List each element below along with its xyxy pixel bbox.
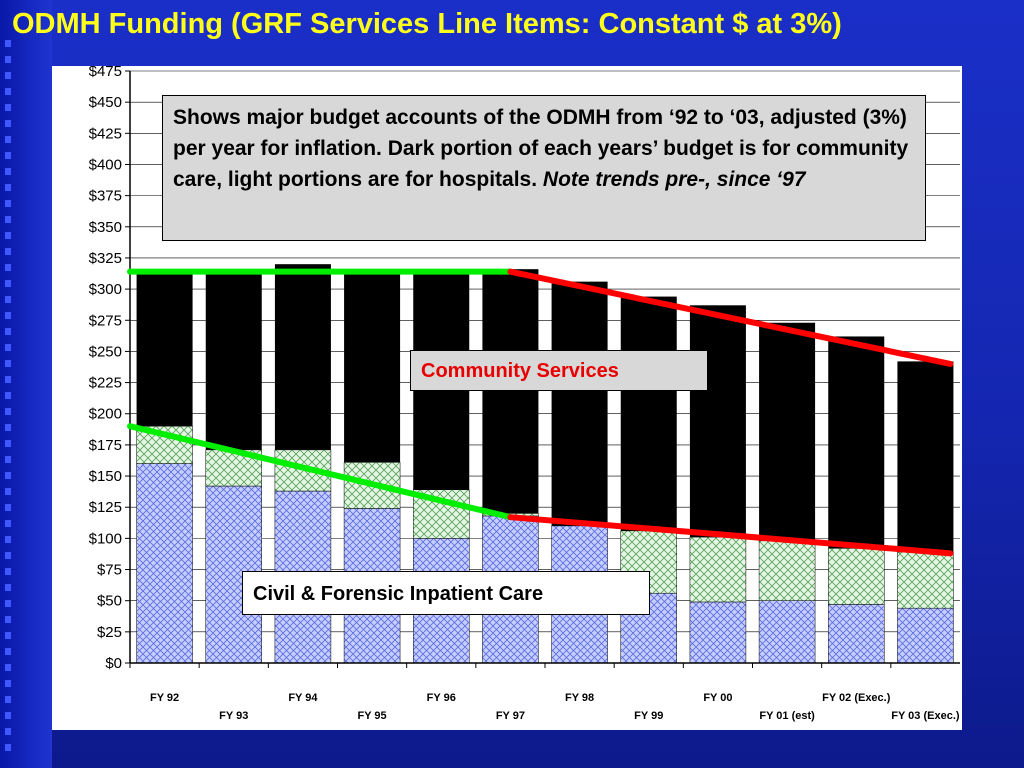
y-tick-label: $425: [89, 125, 122, 142]
bar-segment: [758, 540, 816, 601]
civil-forensic-label: Civil & Forensic Inpatient Care: [242, 571, 650, 615]
bar-segment: [136, 271, 193, 427]
x-tick-label: FY 02 (Exec.): [822, 692, 891, 704]
x-tick-label: FY 93: [219, 710, 248, 722]
y-tick-label: $450: [89, 94, 122, 111]
decorative-dots: [5, 40, 11, 760]
y-tick-label: $50: [97, 593, 122, 610]
x-tick-label: FY 96: [427, 692, 456, 704]
bar-segment: [620, 296, 677, 531]
bar-segment: [828, 336, 885, 549]
bar-segment: [689, 536, 747, 603]
slide-title: ODMH Funding (GRF Services Line Items: C…: [12, 8, 842, 40]
y-tick-label: $350: [89, 219, 122, 236]
community-services-label: Community Services: [410, 350, 708, 391]
y-tick-label: $375: [89, 188, 122, 205]
bar-segment: [828, 604, 885, 664]
y-tick-label: $325: [89, 250, 122, 267]
y-tick-label: $125: [89, 499, 122, 516]
bar-segment: [344, 270, 401, 463]
y-tick-label: $250: [89, 343, 122, 360]
y-tick-label: $100: [89, 530, 122, 547]
trend-line: [127, 423, 514, 521]
bar-segment: [828, 548, 885, 605]
trend-line: [507, 514, 954, 557]
x-tick-label: FY 92: [150, 692, 179, 704]
info-note: Note trends pre-, since ‘97: [542, 168, 806, 191]
y-tick-label: $275: [89, 312, 122, 329]
x-tick-label: FY 94: [288, 692, 318, 704]
y-axis-ticks: $0 $25 $50 $75 $100 $125 $150 $175 $200 $225 $250 $…: [89, 66, 130, 672]
x-tick-label: FY 97: [496, 710, 525, 722]
bar-segment: [274, 264, 331, 450]
y-tick-label: $75: [97, 562, 122, 579]
y-tick-label: $200: [89, 406, 122, 423]
bar-segment: [758, 600, 816, 664]
bar-segment: [897, 361, 954, 553]
bar-segment: [551, 281, 608, 526]
y-tick-label: $400: [89, 156, 122, 173]
bar-segment: [689, 305, 746, 538]
y-tick-label: $225: [89, 375, 122, 392]
y-tick-label: $175: [89, 437, 122, 454]
x-tick-label: FY 99: [634, 710, 663, 722]
trend-lines: [127, 268, 954, 557]
y-tick-label: $475: [89, 66, 122, 80]
y-tick-label: $0: [105, 655, 122, 672]
bar-segment: [689, 601, 747, 664]
bar-segment: [897, 551, 954, 609]
x-tick-label: FY 01 (est): [759, 710, 815, 722]
y-tick-label: $25: [97, 624, 122, 641]
bar-segment: [897, 607, 954, 664]
x-axis-ticks: FY 92 FY 93 FY 94 FY 95 FY 96 FY 97 FY 98 FY 99…: [129, 663, 960, 722]
info-text: Shows major budget accounts of the ODMH …: [173, 106, 909, 191]
x-tick-label: FY 98: [565, 692, 594, 704]
chart-panel: $0 $25 $50 $75 $100 $125 $150 $175 $200 $225 $250 $…: [52, 66, 962, 730]
left-strip: [0, 0, 52, 768]
bar-segment: [136, 463, 193, 664]
bar-segment: [759, 322, 816, 541]
bar-segment: [482, 269, 539, 514]
x-tick-label: FY 95: [358, 710, 387, 722]
x-tick-label: FY 03 (Exec.): [891, 710, 960, 722]
trend-line: [507, 268, 954, 367]
y-tick-label: $300: [89, 281, 122, 298]
x-tick-label: FY 00: [703, 692, 732, 704]
info-box: Shows major budget accounts of the ODMH …: [162, 95, 926, 241]
y-tick-label: $150: [89, 468, 122, 485]
funding-chart: $0 $25 $50 $75 $100 $125 $150 $175 $200 $225 $250 $…: [89, 66, 960, 722]
bar-segment: [205, 270, 262, 450]
